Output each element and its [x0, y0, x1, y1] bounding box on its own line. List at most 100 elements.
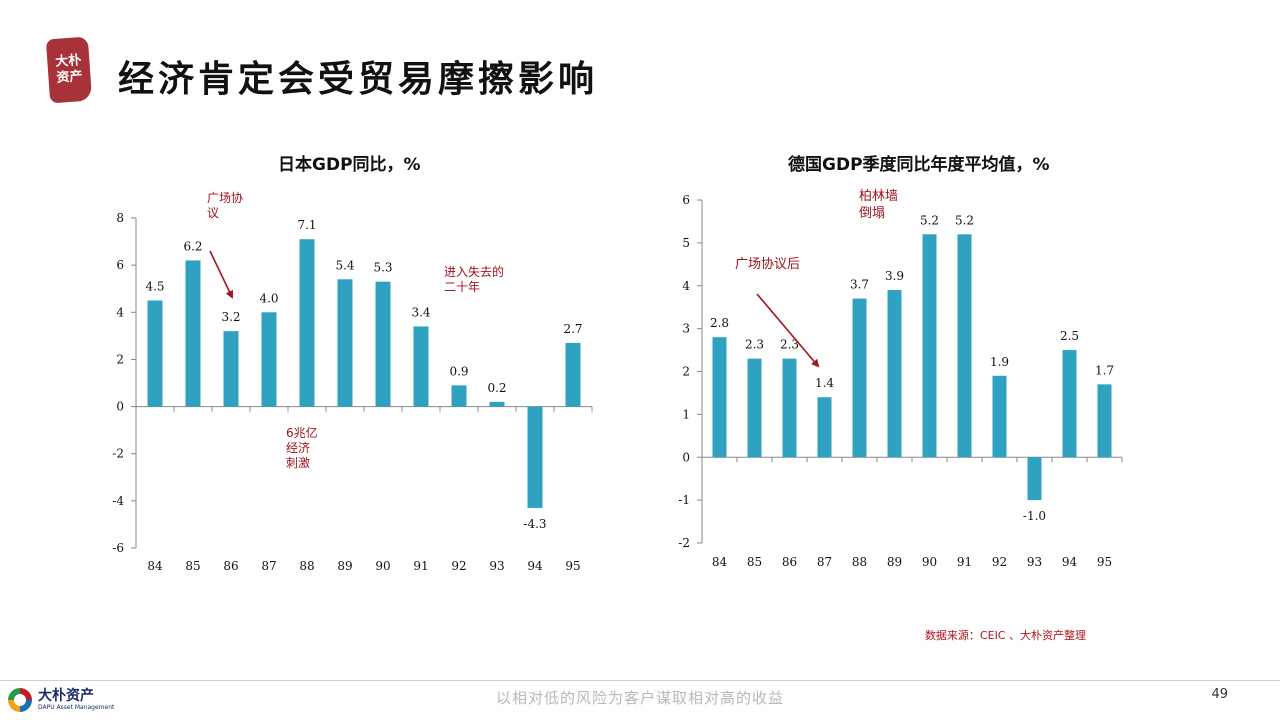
data-label: 0.2 [487, 381, 506, 395]
data-label: -4.3 [523, 517, 546, 531]
bar-95 [1097, 384, 1112, 458]
data-label: 2.3 [780, 338, 799, 352]
y-tick-label: 4 [116, 305, 124, 319]
footer-brand-english: DAPU Asset Management [38, 703, 115, 711]
annotation-stimulus: 刺激 [286, 456, 310, 470]
x-tick-label: 94 [527, 559, 543, 573]
annotation-berlin-wall: 柏林墙 [859, 189, 898, 204]
page-title: 经济肯定会受贸易摩擦影响 [118, 58, 599, 100]
data-label: 4.0 [259, 291, 278, 305]
bar-92 [451, 385, 467, 407]
bar-93 [1027, 457, 1042, 501]
x-tick-label: 92 [992, 555, 1007, 569]
x-tick-label: 89 [337, 559, 352, 573]
annotation-plaza-accord: 广场协议后 [735, 257, 800, 272]
x-tick-label: 92 [451, 559, 466, 573]
bar-90 [375, 281, 391, 407]
data-label: 1.4 [815, 376, 834, 390]
bar-90 [922, 234, 937, 458]
x-tick-label: 93 [489, 559, 504, 573]
x-tick-label: 95 [1097, 555, 1112, 569]
data-label: 0.9 [449, 364, 468, 378]
company-logo-icon [8, 688, 32, 712]
data-label: 3.2 [221, 310, 240, 324]
y-tick-label: -2 [112, 447, 124, 461]
footer-logo: 大朴资产 DAPU Asset Management [8, 684, 114, 716]
x-tick-label: 84 [712, 555, 728, 569]
bar-94 [527, 406, 543, 508]
x-tick-label: 86 [223, 559, 238, 573]
x-tick-label: 84 [147, 559, 163, 573]
annotation-arrow [209, 250, 234, 299]
data-label: 2.7 [563, 322, 582, 336]
x-tick-label: 94 [1062, 555, 1078, 569]
annotation-stimulus: 经济 [286, 440, 310, 455]
data-label: 6.2 [183, 239, 202, 253]
data-label: 5.4 [335, 258, 354, 272]
data-label: 5.3 [373, 261, 392, 275]
footer-slogan: 以相对低的风险为客户谋取相对高的收益 [495, 689, 784, 707]
bar-84 [712, 337, 727, 458]
data-label: -1.0 [1023, 509, 1046, 523]
bar-85 [747, 358, 762, 458]
bar-88 [299, 239, 315, 407]
annotation-lost-decades: 进入失去的 [444, 264, 504, 279]
y-tick-label: 2 [116, 352, 124, 366]
y-tick-label: 6 [116, 258, 124, 272]
x-tick-label: 88 [299, 559, 314, 573]
data-label: 3.4 [411, 305, 430, 319]
annotation-arrow [756, 293, 820, 368]
bar-89 [337, 279, 353, 407]
bar-93 [489, 401, 505, 407]
x-tick-label: 91 [957, 555, 972, 569]
y-tick-label: 0 [116, 400, 124, 414]
data-label: 4.5 [145, 280, 164, 294]
bar-88 [852, 298, 867, 458]
annotation-plaza-accord: 广场协 [207, 190, 243, 205]
y-tick-label: 6 [682, 193, 690, 207]
bar-92 [992, 375, 1007, 458]
data-label: 2.5 [1060, 329, 1079, 343]
bar-87 [817, 397, 832, 458]
data-label: 1.9 [990, 355, 1009, 369]
y-tick-label: -2 [678, 536, 690, 550]
bar-86 [223, 331, 239, 407]
germany-chart-title: 德国GDP季度同比年度平均值，% [788, 155, 1050, 175]
data-label: 7.1 [297, 218, 316, 232]
x-tick-label: 89 [887, 555, 902, 569]
footer-divider [0, 680, 1280, 681]
x-tick-label: 91 [413, 559, 428, 573]
bar-94 [1062, 350, 1077, 458]
y-tick-label: -6 [112, 541, 124, 555]
bar-85 [185, 260, 201, 407]
bar-91 [413, 326, 429, 407]
x-tick-label: 85 [747, 555, 762, 569]
data-label: 2.8 [710, 316, 729, 330]
x-tick-label: 88 [852, 555, 867, 569]
japan-chart-title: 日本GDP同比，% [278, 155, 421, 175]
data-label: 3.9 [885, 269, 904, 283]
y-tick-label: -1 [678, 493, 690, 507]
annotation-lost-decades: 二十年 [444, 280, 480, 294]
x-tick-label: 90 [375, 559, 390, 573]
x-tick-label: 93 [1027, 555, 1042, 569]
y-tick-label: -4 [112, 494, 124, 508]
bar-84 [147, 300, 163, 407]
y-tick-label: 5 [682, 236, 690, 250]
annotation-plaza-accord: 议 [207, 206, 219, 220]
data-label: 2.3 [745, 338, 764, 352]
y-tick-label: 8 [116, 211, 124, 225]
x-tick-label: 95 [565, 559, 580, 573]
x-tick-label: 86 [782, 555, 797, 569]
annotation-berlin-wall: 倒塌 [859, 206, 885, 221]
y-tick-label: 4 [682, 279, 690, 293]
data-label: 5.2 [955, 213, 974, 227]
bar-91 [957, 234, 972, 458]
data-source-note: 数据来源：CEIC 、大朴资产整理 [924, 629, 1086, 642]
x-tick-label: 90 [922, 555, 937, 569]
bar-89 [887, 290, 902, 458]
footer-brand-name: 大朴资产 [38, 687, 94, 704]
page-number: 49 [1211, 687, 1228, 702]
y-tick-label: 0 [682, 450, 690, 464]
